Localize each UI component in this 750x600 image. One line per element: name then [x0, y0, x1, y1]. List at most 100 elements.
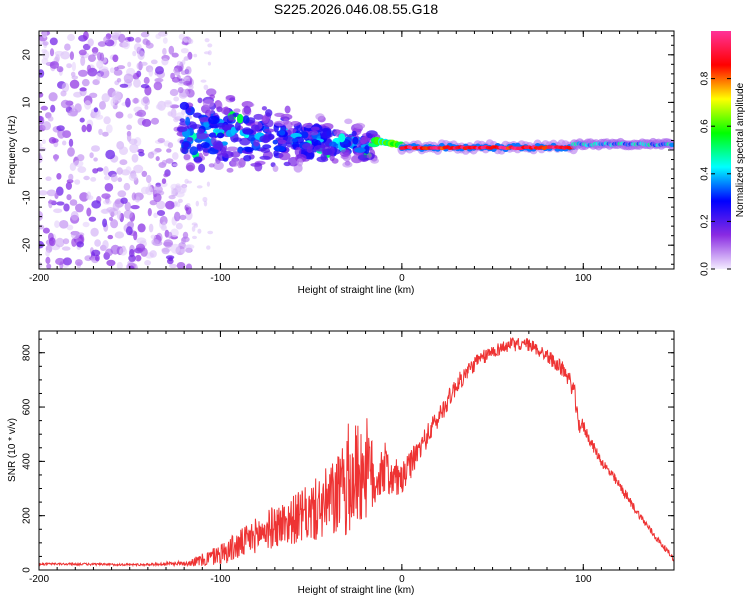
- heatmap-noise-cell: [61, 82, 70, 93]
- heatmap-noise-cell: [123, 182, 131, 191]
- heatmap-noise-cell: [102, 131, 109, 137]
- heatmap-noise-cell: [66, 194, 72, 201]
- heatmap-band-cell: [310, 126, 320, 131]
- heatmap-noise-cell: [40, 105, 48, 111]
- heatmap-noise-cell: [86, 64, 92, 73]
- snr-panel: -200 -100 0 100 0 200 400 600 800 Height of stra…: [7, 330, 675, 596]
- heatmap-noise-cell: [55, 257, 65, 266]
- heatmap-band-cell: [253, 139, 260, 147]
- heatmap-noise-cell: [77, 166, 87, 174]
- heatmap-noise-cell: [137, 50, 145, 61]
- heatmap-noise-cell: [155, 33, 162, 39]
- heatmap-noise-cell: [186, 203, 191, 208]
- heatmap-noise-cell: [163, 173, 169, 178]
- heatmap-noise-cell: [78, 69, 88, 77]
- heatmap-noise-cell: [142, 96, 149, 104]
- heatmap-noise-cell: [98, 128, 103, 136]
- heatmap-noise-cell: [161, 221, 167, 230]
- snr-y-tick-label: 800: [22, 344, 33, 361]
- spectrogram-x-tick-label: -200: [29, 273, 49, 284]
- heatmap-band-cell: [186, 107, 192, 114]
- heatmap-band-cell: [189, 146, 199, 156]
- heatmap-noise-cell: [64, 43, 71, 51]
- heatmap-noise-cell: [156, 210, 166, 216]
- snr-x-tick-label: 100: [575, 574, 592, 585]
- heatmap-noise-cell: [76, 241, 84, 248]
- heatmap-noise-cell: [132, 50, 137, 57]
- heatmap-band-cell: [229, 97, 236, 102]
- heatmap-noise-cell: [96, 167, 104, 172]
- snr-ticks: -200 -100 0 100 0 200 400 600 800: [22, 331, 675, 585]
- heatmap-noise-cell: [123, 73, 134, 84]
- heatmap-noise-cell: [150, 234, 156, 239]
- heatmap-band-cell: [220, 107, 231, 115]
- heatmap-noise-cell: [141, 170, 148, 177]
- heatmap-noise-cell: [136, 62, 144, 70]
- heatmap-noise-cell: [110, 173, 118, 183]
- heatmap-noise-cell: [185, 263, 193, 269]
- colorbar-tick-label: 0.0: [700, 262, 711, 276]
- heatmap-noise-cell: [148, 223, 154, 233]
- heatmap-noise-cell: [119, 146, 128, 155]
- heatmap-noise-cell: [48, 92, 58, 102]
- heatmap-noise-cell: [162, 47, 167, 56]
- heatmap-noise-cell: [49, 48, 55, 57]
- heatmap-noise-cell: [83, 31, 89, 40]
- heatmap-noise-cell: [125, 226, 133, 236]
- heatmap-noise-cell: [39, 116, 45, 125]
- heatmap-noise-cell: [89, 92, 98, 99]
- spectrogram-x-tick-label: -100: [210, 273, 230, 284]
- heatmap-noise-cell: [109, 67, 115, 73]
- heatmap-band-cell: [209, 94, 215, 99]
- heatmap-noise-cell: [133, 164, 144, 174]
- heatmap-band-cell: [331, 158, 339, 164]
- heatmap-band-cell: [239, 137, 251, 146]
- heatmap-band-cell: [361, 135, 369, 143]
- heatmap-noise-cell: [41, 139, 46, 144]
- heatmap-noise-cell: [150, 59, 158, 65]
- heatmap-band-cell: [198, 117, 211, 123]
- heatmap-noise-cell: [82, 221, 90, 228]
- heatmap-noise-cell: [42, 121, 51, 131]
- heatmap-noise-cell: [145, 42, 154, 49]
- heatmap-band-cell: [208, 163, 215, 168]
- heatmap-noise-cell: [161, 58, 169, 66]
- heatmap-noise-cell: [151, 238, 159, 246]
- heatmap-noise-cell: [140, 186, 150, 195]
- heatmap-noise-cell: [182, 231, 189, 239]
- heatmap-noise-cell: [93, 157, 98, 162]
- heatmap-noise-cell: [179, 214, 187, 221]
- heatmap-noise-cell: [173, 96, 180, 102]
- heatmap-noise-cell: [112, 54, 119, 63]
- heatmap-noise-cell: [132, 98, 140, 104]
- heatmap-noise-cell: [103, 116, 111, 125]
- heatmap-noise-cell: [103, 199, 112, 205]
- heatmap-noise-cell: [147, 182, 152, 192]
- heatmap-band-cell: [207, 109, 215, 114]
- heatmap-noise-cell: [74, 179, 81, 185]
- heatmap-band-cell: [213, 161, 224, 171]
- snr-x-tick-label: -200: [29, 574, 49, 585]
- heatmap-band-cell: [227, 114, 235, 122]
- heatmap-noise-cell: [54, 220, 60, 228]
- heatmap-noise-cell: [53, 154, 59, 162]
- heatmap-noise-cell: [89, 152, 94, 159]
- heatmap-noise-cell: [104, 175, 111, 181]
- heatmap-noise-cell: [159, 215, 168, 226]
- heatmap-noise-cell: [177, 198, 183, 203]
- heatmap-noise-cell: [116, 261, 123, 269]
- heatmap-noise-cell: [197, 228, 202, 234]
- heatmap-noise-cell: [174, 185, 182, 193]
- heatmap-noise-cell: [127, 61, 132, 68]
- heatmap-noise-cell: [191, 225, 196, 232]
- heatmap-noise-cell: [68, 138, 74, 147]
- heatmap-noise-cell: [122, 39, 131, 50]
- heatmap-noise-cell: [45, 250, 50, 257]
- heatmap-band-cell: [316, 156, 329, 163]
- heatmap-noise-cell: [126, 124, 132, 131]
- heatmap-noise-cell: [66, 224, 74, 231]
- spectrogram-x-axis-label: Height of straight line (km): [298, 285, 415, 296]
- heatmap-noise-cell: [102, 218, 108, 228]
- heatmap-noise-cell: [160, 181, 168, 188]
